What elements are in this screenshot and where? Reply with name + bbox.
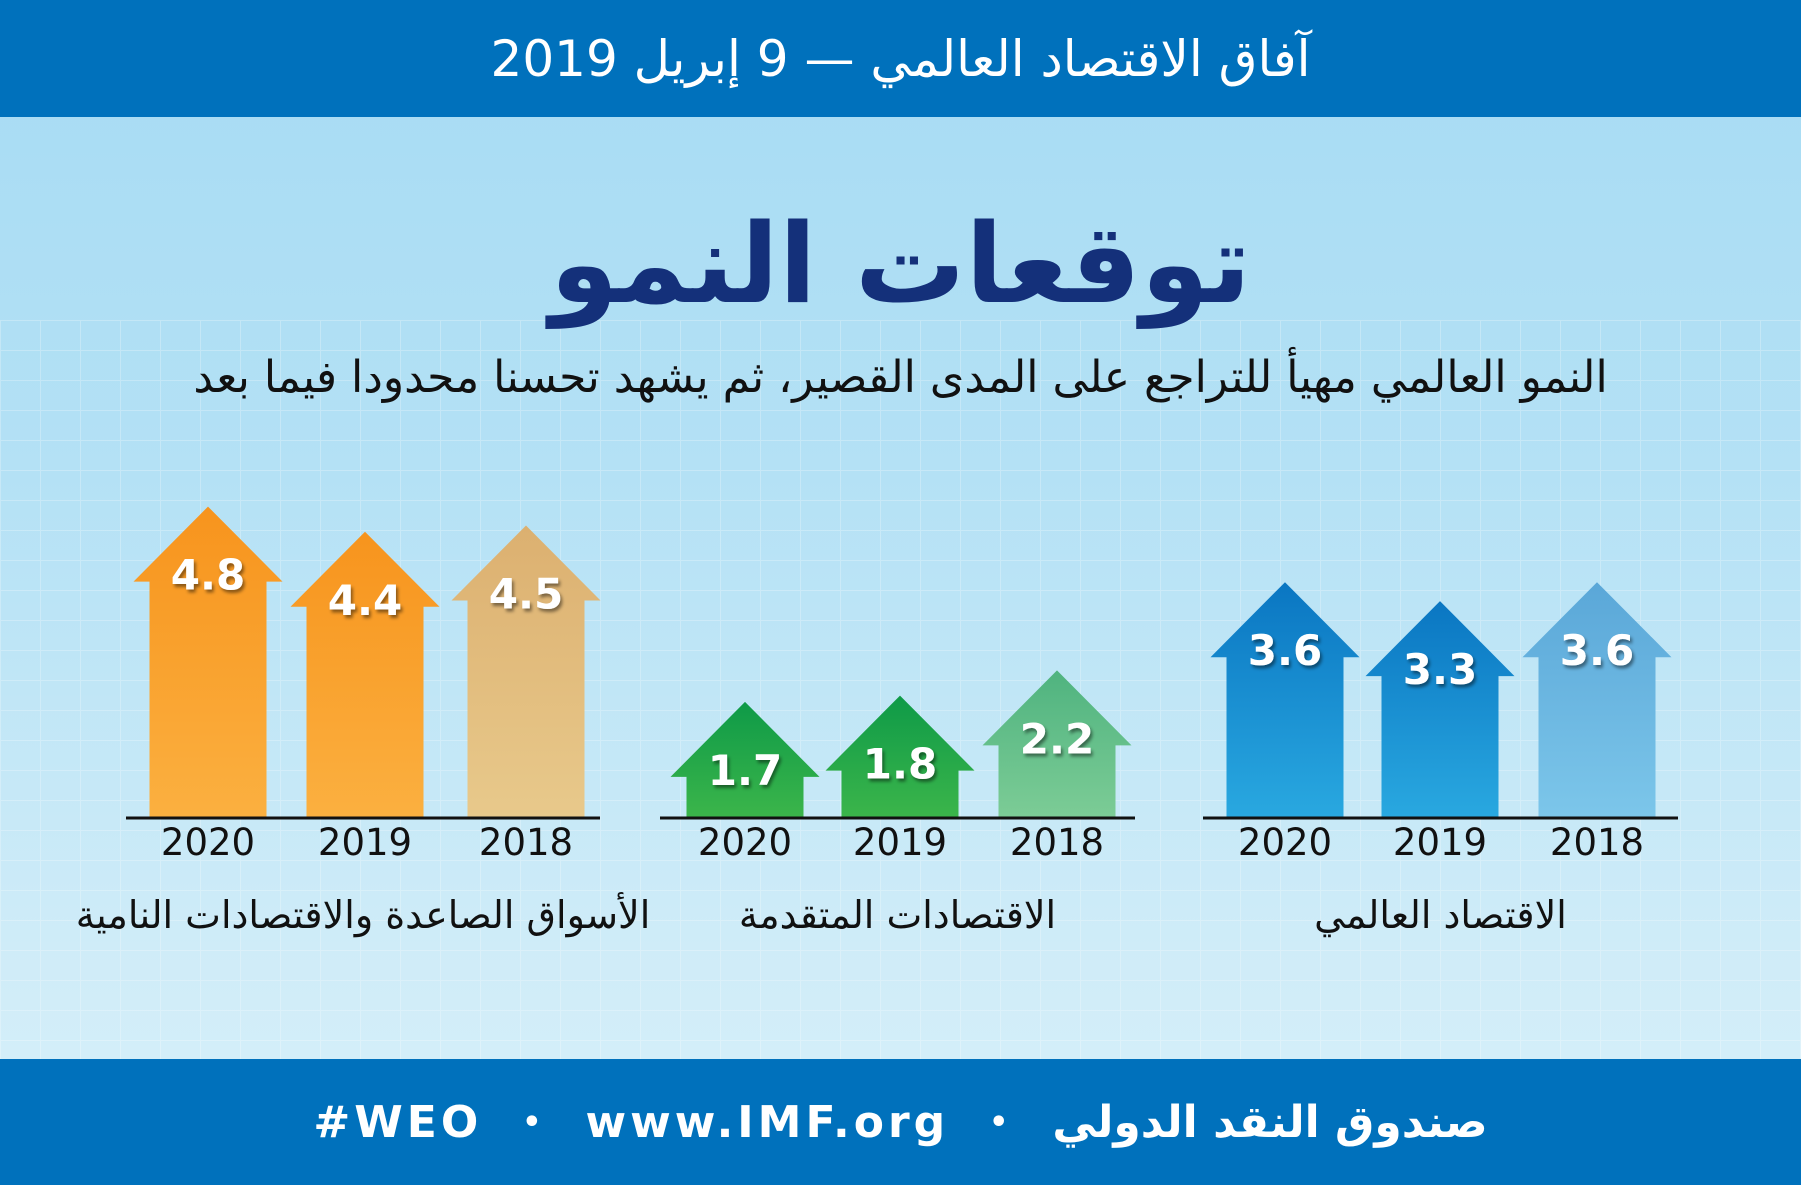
arrow-bar (290, 531, 440, 817)
year-tick-label: 2018 (479, 821, 573, 864)
arrow-bar (451, 525, 601, 817)
arrow-bar (1210, 582, 1360, 817)
chart-group: 2.2 2018 1.8 2019 1.7 2020 الاقتصادات المتقدمة (660, 670, 1135, 937)
header-bar: آفاق الاقتصاد العالمي — 9 إبريل 2019 (0, 0, 1801, 117)
year-tick-label: 2019 (318, 821, 412, 864)
group-label: الاقتصاد العالمي (1314, 893, 1567, 937)
data-label: 3.6 (1560, 626, 1634, 675)
data-label: 2.2 (1020, 714, 1094, 763)
page-title: توقعات النمو (549, 200, 1252, 328)
arrow-bar (982, 670, 1132, 817)
footer-separator: • (989, 1104, 1013, 1140)
year-tick-label: 2020 (1238, 821, 1332, 864)
data-label: 1.8 (863, 740, 937, 789)
data-label: 1.7 (708, 746, 782, 795)
footer-url[interactable]: www.IMF.org (585, 1096, 950, 1148)
arrow-bar (133, 506, 283, 817)
arrow-bar (825, 695, 975, 817)
year-tick-label: 2018 (1550, 821, 1644, 864)
arrow-bar (1365, 601, 1515, 817)
header-title: آفاق الاقتصاد العالمي — 9 إبريل 2019 (490, 29, 1311, 88)
data-label: 4.5 (489, 570, 563, 619)
chart-group: 3.6 2018 3.3 2019 3.6 2020 الاقتصاد العالمي (1203, 582, 1678, 937)
wireframe-background (0, 320, 1801, 1059)
year-tick-label: 2020 (698, 821, 792, 864)
data-label: 3.6 (1248, 626, 1322, 675)
footer-separator: • (522, 1104, 546, 1140)
data-label: 3.3 (1403, 645, 1477, 694)
year-tick-label: 2020 (161, 821, 255, 864)
year-tick-label: 2019 (1393, 821, 1487, 864)
group-label: الأسواق الصاعدة والاقتصادات النامية (76, 891, 651, 938)
data-label: 4.8 (171, 551, 245, 600)
footer-bar: صندوق النقد الدولي • www.IMF.org • #WEO (0, 1059, 1801, 1185)
year-tick-label: 2019 (853, 821, 947, 864)
group-label: الاقتصادات المتقدمة (739, 893, 1056, 937)
chart-group: 4.5 2018 4.4 2019 4.8 2020 الأسواق الصاعدة وال… (76, 506, 651, 938)
footer-hashtag[interactable]: #WEO (313, 1096, 483, 1148)
arrow-bar (670, 701, 820, 817)
footer-org: صندوق النقد الدولي (1052, 1096, 1488, 1148)
data-label: 4.4 (328, 576, 402, 625)
page-subtitle: النمو العالمي مهيأ للتراجع على المدى الق… (193, 352, 1608, 403)
arrow-bar (1522, 582, 1672, 817)
year-tick-label: 2018 (1010, 821, 1104, 864)
